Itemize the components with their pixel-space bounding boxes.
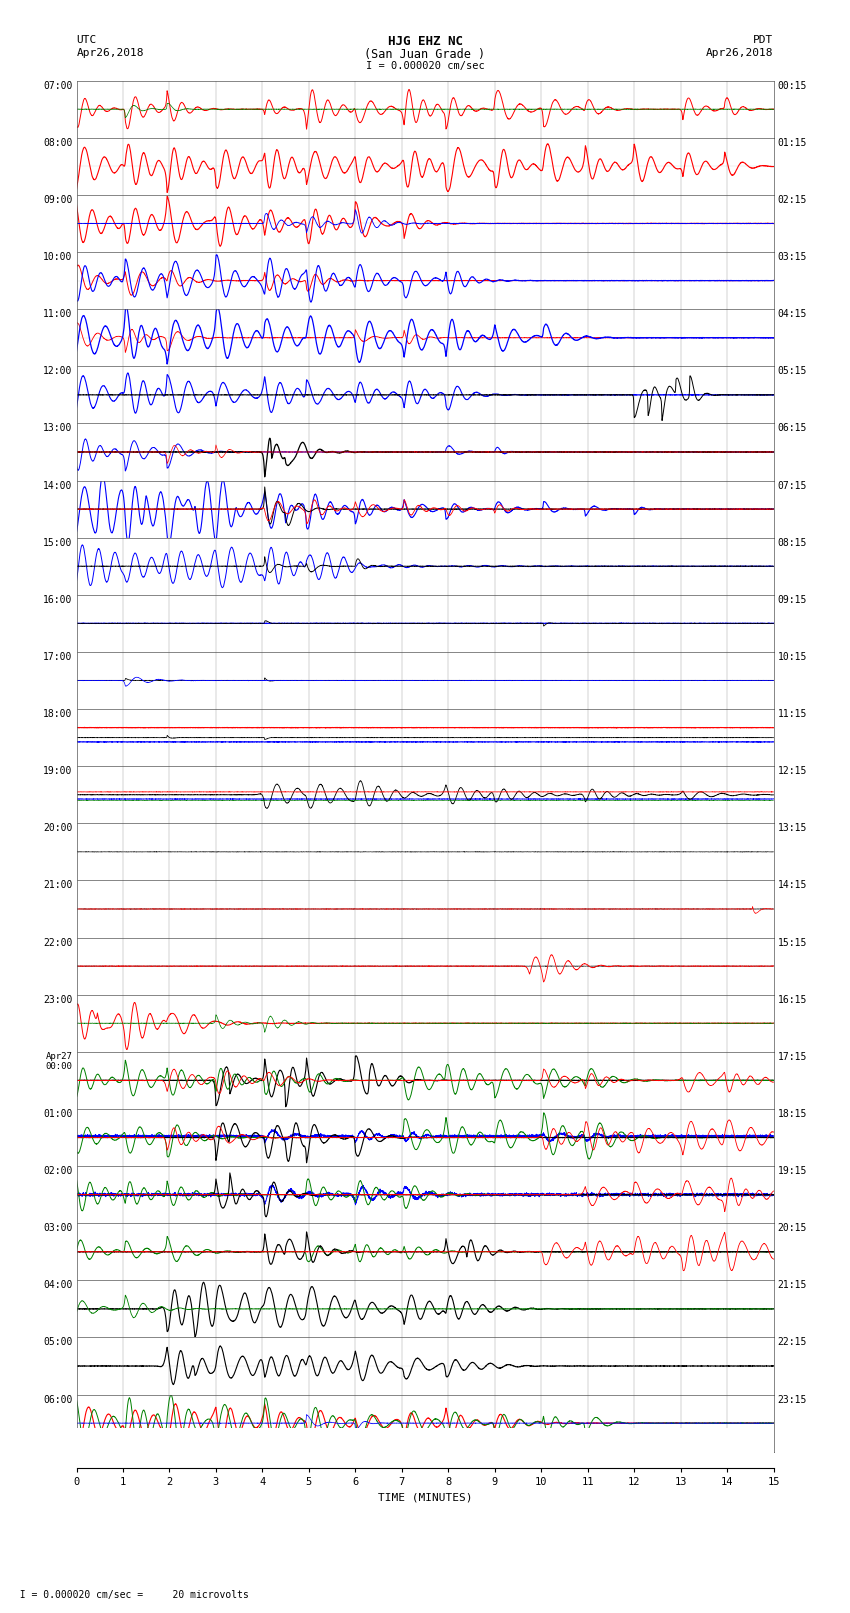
Text: HJG EHZ NC: HJG EHZ NC: [388, 35, 462, 48]
Text: 09:00: 09:00: [42, 195, 72, 205]
Text: 09:15: 09:15: [778, 595, 807, 605]
Text: 01:15: 01:15: [778, 137, 807, 148]
Text: 21:15: 21:15: [778, 1281, 807, 1290]
Text: 19:15: 19:15: [778, 1166, 807, 1176]
Text: 15:00: 15:00: [42, 537, 72, 548]
Text: 00:15: 00:15: [778, 81, 807, 90]
Text: Apr26,2018: Apr26,2018: [706, 48, 774, 58]
Text: 12:00: 12:00: [42, 366, 72, 376]
Text: 22:00: 22:00: [42, 937, 72, 947]
Text: 17:00: 17:00: [42, 652, 72, 661]
Text: 18:00: 18:00: [42, 710, 72, 719]
Text: 23:00: 23:00: [42, 995, 72, 1005]
Text: 17:15: 17:15: [778, 1052, 807, 1061]
Text: 01:00: 01:00: [42, 1110, 72, 1119]
Text: 04:15: 04:15: [778, 310, 807, 319]
Text: 10:00: 10:00: [42, 252, 72, 261]
Text: 19:00: 19:00: [42, 766, 72, 776]
Text: 18:15: 18:15: [778, 1110, 807, 1119]
Text: 10:15: 10:15: [778, 652, 807, 661]
X-axis label: TIME (MINUTES): TIME (MINUTES): [377, 1492, 473, 1502]
Text: 06:15: 06:15: [778, 424, 807, 434]
Text: UTC: UTC: [76, 35, 97, 45]
Text: 02:15: 02:15: [778, 195, 807, 205]
Text: 03:15: 03:15: [778, 252, 807, 261]
Text: 13:00: 13:00: [42, 424, 72, 434]
Text: 03:00: 03:00: [42, 1223, 72, 1234]
Text: 22:15: 22:15: [778, 1337, 807, 1347]
Text: I = 0.000020 cm/sec =     20 microvolts: I = 0.000020 cm/sec = 20 microvolts: [8, 1590, 249, 1600]
Text: 23:15: 23:15: [778, 1395, 807, 1405]
Text: 04:00: 04:00: [42, 1281, 72, 1290]
Text: 14:15: 14:15: [778, 881, 807, 890]
Text: 06:00: 06:00: [42, 1395, 72, 1405]
Text: 12:15: 12:15: [778, 766, 807, 776]
Text: 08:00: 08:00: [42, 137, 72, 148]
Text: 14:00: 14:00: [42, 481, 72, 490]
Text: 08:15: 08:15: [778, 537, 807, 548]
Text: PDT: PDT: [753, 35, 774, 45]
Text: (San Juan Grade ): (San Juan Grade ): [365, 48, 485, 61]
Text: 07:00: 07:00: [42, 81, 72, 90]
Text: 20:00: 20:00: [42, 823, 72, 834]
Text: 16:15: 16:15: [778, 995, 807, 1005]
Text: I = 0.000020 cm/sec: I = 0.000020 cm/sec: [366, 61, 484, 71]
Text: 21:00: 21:00: [42, 881, 72, 890]
Text: 05:15: 05:15: [778, 366, 807, 376]
Text: 05:00: 05:00: [42, 1337, 72, 1347]
Text: 11:15: 11:15: [778, 710, 807, 719]
Text: Apr27
00:00: Apr27 00:00: [45, 1052, 72, 1071]
Text: 16:00: 16:00: [42, 595, 72, 605]
Text: 15:15: 15:15: [778, 937, 807, 947]
Text: 11:00: 11:00: [42, 310, 72, 319]
Text: 13:15: 13:15: [778, 823, 807, 834]
Text: 07:15: 07:15: [778, 481, 807, 490]
Text: 20:15: 20:15: [778, 1223, 807, 1234]
Text: Apr26,2018: Apr26,2018: [76, 48, 144, 58]
Text: 02:00: 02:00: [42, 1166, 72, 1176]
